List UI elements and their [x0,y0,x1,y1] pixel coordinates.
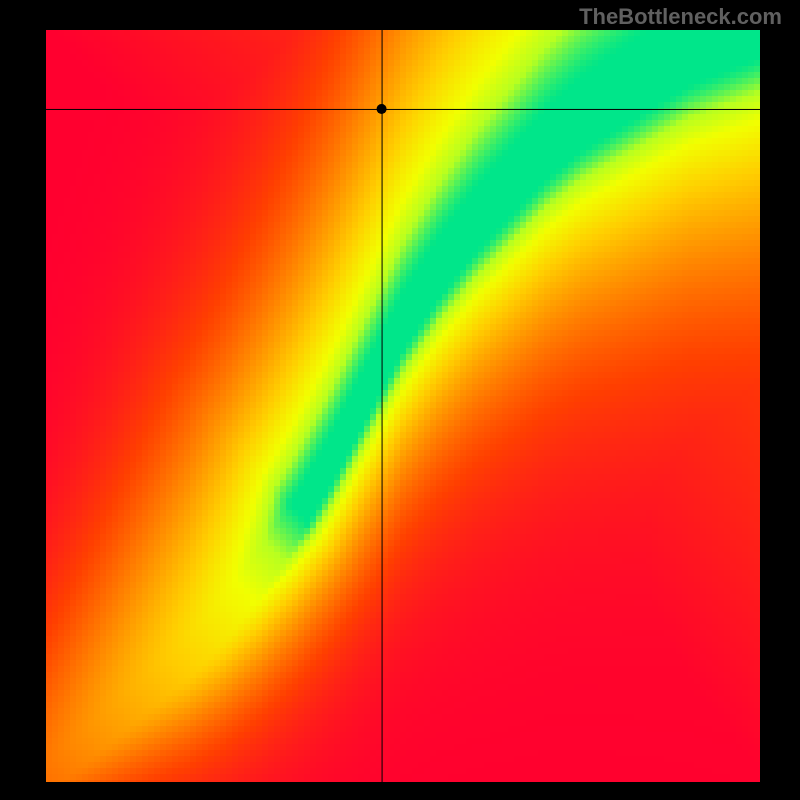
bottleneck-heatmap [0,0,800,800]
chart-container: TheBottleneck.com [0,0,800,800]
